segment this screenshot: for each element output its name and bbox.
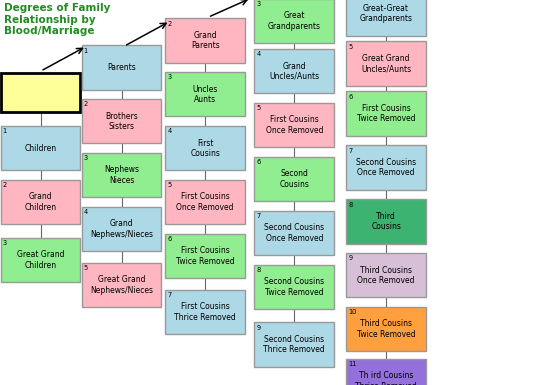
Text: Degrees of Family
Relationship by
Blood/Marriage: Degrees of Family Relationship by Blood/… <box>4 3 111 36</box>
FancyBboxPatch shape <box>165 234 245 278</box>
FancyBboxPatch shape <box>254 265 334 309</box>
Text: Th ird Cousins
Thrice Removed: Th ird Cousins Thrice Removed <box>355 372 417 385</box>
Text: 1: 1 <box>3 128 7 134</box>
Text: Parents: Parents <box>107 63 136 72</box>
FancyBboxPatch shape <box>346 92 426 136</box>
Text: First
Cousins: First Cousins <box>190 139 220 158</box>
Text: Brothers
Sisters: Brothers Sisters <box>105 112 138 131</box>
Text: Grand
Children: Grand Children <box>24 192 57 212</box>
FancyBboxPatch shape <box>346 253 426 297</box>
FancyBboxPatch shape <box>254 211 334 255</box>
FancyBboxPatch shape <box>254 157 334 201</box>
FancyBboxPatch shape <box>165 290 245 334</box>
Text: Second Cousins
Once Removed: Second Cousins Once Removed <box>264 223 325 243</box>
Text: Great Grand
Children: Great Grand Children <box>17 250 64 270</box>
FancyBboxPatch shape <box>346 199 426 243</box>
Text: Uncles
Aunts: Uncles Aunts <box>193 85 218 104</box>
FancyBboxPatch shape <box>254 0 334 44</box>
Text: Third Cousins
Once Removed: Third Cousins Once Removed <box>357 266 415 285</box>
Text: 7: 7 <box>167 292 172 298</box>
Text: Children: Children <box>24 144 57 153</box>
Text: First Cousins
Once Removed: First Cousins Once Removed <box>177 192 234 212</box>
Text: 3: 3 <box>167 75 172 80</box>
Text: First Cousins
Twice Removed: First Cousins Twice Removed <box>357 104 415 123</box>
Text: 9: 9 <box>256 325 261 331</box>
Text: Third
Cousins: Third Cousins <box>371 212 401 231</box>
FancyBboxPatch shape <box>346 0 426 36</box>
Text: Great-Great
Grandparents: Great-Great Grandparents <box>360 4 413 23</box>
Text: 3: 3 <box>256 2 261 7</box>
Text: 8: 8 <box>348 202 353 208</box>
Text: Grand
Nephews/Nieces: Grand Nephews/Nieces <box>90 219 153 239</box>
Text: 7: 7 <box>348 148 353 154</box>
FancyBboxPatch shape <box>82 207 161 251</box>
Text: 4: 4 <box>256 52 261 57</box>
FancyBboxPatch shape <box>346 307 426 351</box>
Text: 3: 3 <box>84 155 88 161</box>
Text: 5: 5 <box>84 265 88 271</box>
Text: 6: 6 <box>348 94 353 100</box>
Text: 4: 4 <box>167 128 172 134</box>
FancyBboxPatch shape <box>1 238 80 282</box>
Text: 8: 8 <box>256 267 261 273</box>
Text: 10: 10 <box>348 310 357 315</box>
FancyBboxPatch shape <box>165 180 245 224</box>
Text: Third Cousins
Twice Removed: Third Cousins Twice Removed <box>357 320 415 339</box>
FancyBboxPatch shape <box>165 18 245 62</box>
FancyBboxPatch shape <box>346 146 426 190</box>
FancyBboxPatch shape <box>1 126 80 170</box>
Text: 4: 4 <box>84 209 88 215</box>
Text: 2: 2 <box>84 101 88 107</box>
Text: 9: 9 <box>348 256 353 261</box>
FancyBboxPatch shape <box>82 153 161 197</box>
Text: Second Cousins
Once Removed: Second Cousins Once Removed <box>356 158 416 177</box>
FancyBboxPatch shape <box>346 359 426 385</box>
Text: 11: 11 <box>348 361 356 367</box>
Text: Great
Grandparents: Great Grandparents <box>268 12 321 31</box>
Text: Second
Cousins: Second Cousins <box>279 169 309 189</box>
Text: Grand
Parents: Grand Parents <box>191 31 220 50</box>
Text: Great Grand
Nephews/Nieces: Great Grand Nephews/Nieces <box>90 275 153 295</box>
Text: Second Cousins
Twice Removed: Second Cousins Twice Removed <box>264 277 325 296</box>
FancyBboxPatch shape <box>254 49 334 94</box>
FancyBboxPatch shape <box>346 41 426 86</box>
Text: 7: 7 <box>256 213 261 219</box>
Text: First Cousins
Twice Removed: First Cousins Twice Removed <box>176 246 234 266</box>
Text: First Cousins
Thrice Removed: First Cousins Thrice Removed <box>174 302 236 321</box>
FancyBboxPatch shape <box>1 180 80 224</box>
Text: 6: 6 <box>256 159 261 165</box>
Text: Grand
Uncles/Aunts: Grand Uncles/Aunts <box>269 62 319 81</box>
FancyBboxPatch shape <box>82 99 161 143</box>
Text: 5: 5 <box>256 105 261 111</box>
FancyBboxPatch shape <box>254 103 334 147</box>
Text: 5: 5 <box>348 44 353 50</box>
Text: Great Grand
Uncles/Aunts: Great Grand Uncles/Aunts <box>361 54 411 73</box>
Text: 2: 2 <box>167 21 172 27</box>
Text: 2: 2 <box>3 182 7 188</box>
FancyBboxPatch shape <box>165 72 245 116</box>
FancyBboxPatch shape <box>254 323 334 367</box>
Text: 5: 5 <box>167 182 172 188</box>
FancyBboxPatch shape <box>1 73 80 112</box>
Text: 1: 1 <box>84 48 88 54</box>
Text: 6: 6 <box>167 236 172 242</box>
FancyBboxPatch shape <box>165 126 245 170</box>
Text: 3: 3 <box>3 240 7 246</box>
Text: Nephews
Nieces: Nephews Nieces <box>104 166 139 185</box>
FancyBboxPatch shape <box>82 45 161 89</box>
FancyBboxPatch shape <box>82 263 161 307</box>
Text: First Cousins
Once Removed: First Cousins Once Removed <box>266 116 323 135</box>
Text: Second Cousins
Thrice Removed: Second Cousins Thrice Removed <box>264 335 325 354</box>
